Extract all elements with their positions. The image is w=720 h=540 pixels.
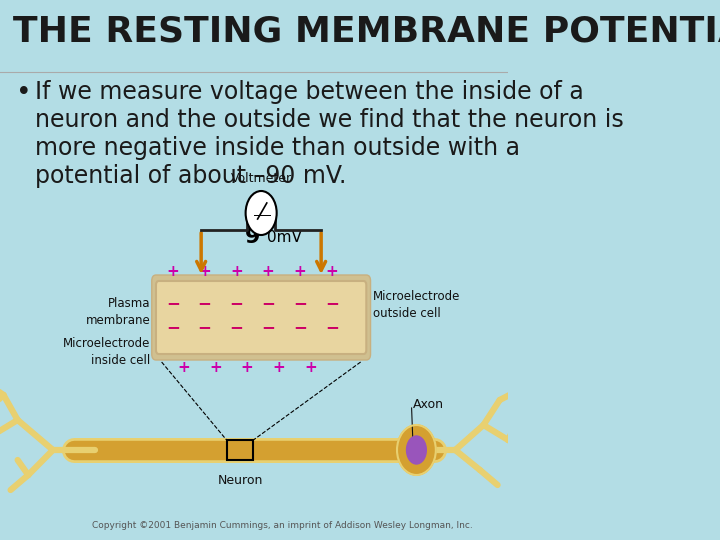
Text: Neuron: Neuron (217, 474, 263, 487)
Text: potential of about –90 mV.: potential of about –90 mV. (35, 164, 346, 188)
FancyArrowPatch shape (317, 233, 325, 271)
Text: +: + (262, 264, 274, 279)
Text: 0mV: 0mV (267, 230, 302, 245)
Text: −: − (261, 294, 275, 312)
Text: neuron and the outside we find that the neuron is: neuron and the outside we find that the … (35, 108, 624, 132)
Text: −: − (198, 318, 212, 336)
Text: −: − (166, 318, 180, 336)
Text: −: − (230, 318, 243, 336)
Text: If we measure voltage between the inside of a: If we measure voltage between the inside… (35, 80, 584, 104)
Text: −: − (325, 294, 338, 312)
Text: more negative inside than outside with a: more negative inside than outside with a (35, 136, 521, 160)
Circle shape (246, 191, 276, 235)
Text: Plasma
membrane: Plasma membrane (86, 297, 150, 327)
Text: THE RESTING MEMBRANE POTENTIAL: THE RESTING MEMBRANE POTENTIAL (13, 14, 720, 48)
Ellipse shape (397, 425, 436, 475)
Text: +: + (325, 264, 338, 279)
Text: −: − (293, 294, 307, 312)
Text: +: + (166, 264, 179, 279)
FancyArrowPatch shape (197, 233, 206, 271)
Text: Microelectrode
inside cell: Microelectrode inside cell (63, 337, 150, 367)
Text: −: − (198, 294, 212, 312)
Text: −: − (166, 294, 180, 312)
FancyBboxPatch shape (156, 281, 366, 354)
Text: +: + (240, 361, 253, 375)
Bar (227, 440, 253, 460)
Text: Microelectrode
outside cell: Microelectrode outside cell (374, 290, 461, 320)
Text: +: + (272, 361, 285, 375)
Text: +: + (304, 361, 317, 375)
Text: +: + (209, 361, 222, 375)
Text: +: + (198, 264, 211, 279)
Text: Voltmeter: Voltmeter (230, 172, 292, 185)
Text: +: + (230, 264, 243, 279)
FancyBboxPatch shape (152, 275, 371, 360)
Text: Copyright ©2001 Benjamin Cummings, an imprint of Addison Wesley Longman, Inc.: Copyright ©2001 Benjamin Cummings, an im… (91, 521, 472, 530)
Text: Axon: Axon (413, 399, 444, 411)
Text: −: − (325, 318, 338, 336)
Text: •: • (16, 80, 31, 106)
Text: −: − (230, 294, 243, 312)
Text: +: + (177, 361, 190, 375)
Text: +: + (294, 264, 306, 279)
Text: 9: 9 (245, 227, 261, 247)
Ellipse shape (407, 436, 426, 464)
Text: −: − (261, 318, 275, 336)
Text: −: − (293, 318, 307, 336)
